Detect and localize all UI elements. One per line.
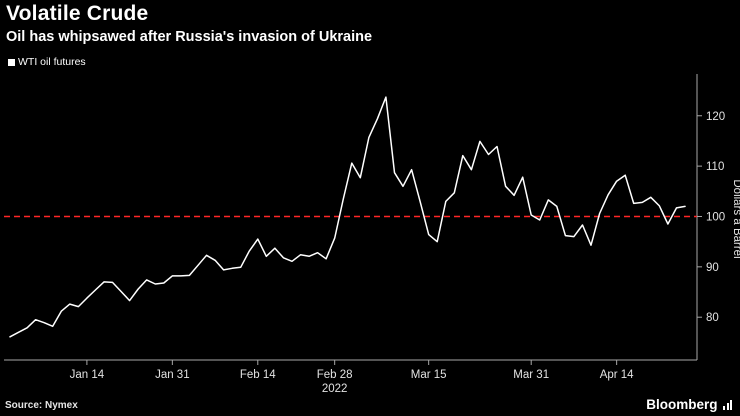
bloomberg-logo: Bloomberg [646,397,732,412]
x-axis-year-label: 2022 [322,383,348,395]
x-tick-label: Jan 31 [155,369,190,381]
bloomberg-bars-icon [722,400,732,410]
source-attribution: Source: Nymex [5,400,78,411]
legend-square-icon [8,58,15,66]
x-tick-label: Jan 14 [70,369,105,381]
x-tick-label: Mar 31 [513,369,549,381]
x-tick-label: Feb 14 [240,369,276,381]
y-tick-label: 100 [706,211,725,223]
wti-price-line [9,96,686,338]
chart-title: Volatile Crude [6,2,149,25]
bloomberg-wordmark: Bloomberg [646,397,718,412]
x-tick-label: Apr 14 [600,369,634,381]
x-tick-label: Mar 15 [411,369,447,381]
y-tick-label: 120 [706,111,725,123]
y-axis-title: Dollars a Barrel [731,179,740,258]
legend-label: WTI oil futures [18,56,86,68]
x-tick-label: Feb 28 [317,369,353,381]
chart-legend: WTI oil futures [8,56,86,68]
y-tick-label: 80 [706,312,719,324]
chart-subtitle: Oil has whipsawed after Russia's invasio… [6,29,373,45]
y-tick-label: 90 [706,262,719,274]
y-tick-label: 110 [706,161,724,173]
